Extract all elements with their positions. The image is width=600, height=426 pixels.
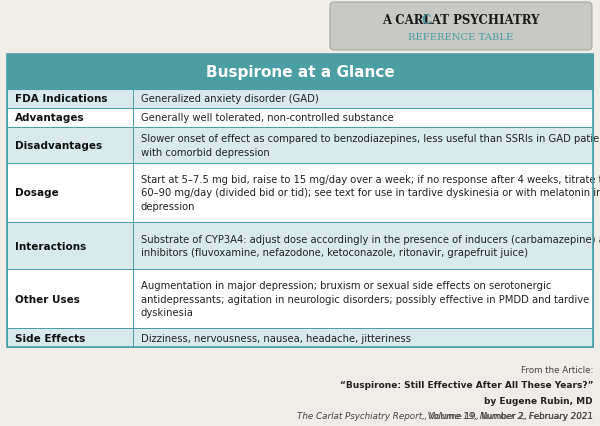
Text: antidepressants; agitation in neurologic disorders; possibly effective in PMDD a: antidepressants; agitation in neurologic… (141, 294, 589, 304)
Text: From the Article:: From the Article: (521, 365, 593, 374)
Text: Dosage: Dosage (15, 188, 59, 198)
Text: 60–90 mg/day (divided bid or tid); see text for use in tardive dyskinesia or wit: 60–90 mg/day (divided bid or tid); see t… (141, 188, 600, 198)
Bar (7, 109, 133, 128)
Bar (7, 164, 133, 222)
Bar (7, 270, 133, 328)
Text: with comorbid depression: with comorbid depression (141, 147, 270, 157)
Text: Slower onset of effect as compared to benzodiazepines, less useful than SSRIs in: Slower onset of effect as compared to be… (141, 134, 600, 144)
Text: by Eugene Rubin, MD: by Eugene Rubin, MD (484, 396, 593, 405)
Bar (133, 270, 593, 328)
Text: “Buspirone: Still Effective After All These Years?”: “Buspirone: Still Effective After All Th… (340, 380, 593, 390)
Text: Interactions: Interactions (15, 241, 86, 251)
Text: Side Effects: Side Effects (15, 333, 85, 343)
Text: Substrate of CYP3A4: adjust dose accordingly in the presence of inducers (carbam: Substrate of CYP3A4: adjust dose accordi… (141, 234, 600, 244)
Text: Start at 5–7.5 mg bid, raise to 15 mg/day over a week; if no response after 4 we: Start at 5–7.5 mg bid, raise to 15 mg/da… (141, 175, 600, 184)
Bar (133, 222, 593, 270)
Text: The Carlat Psychiatry Report, Volume 19, Number 2, February 2021: The Carlat Psychiatry Report, Volume 19,… (297, 412, 593, 420)
Bar (7, 90, 133, 109)
Text: Dizziness, nervousness, nausea, headache, jitteriness: Dizziness, nervousness, nausea, headache… (141, 333, 411, 343)
Text: Advantages: Advantages (15, 113, 85, 123)
Text: C: C (421, 14, 431, 27)
Bar (133, 109, 593, 128)
FancyBboxPatch shape (330, 3, 592, 51)
Bar (133, 328, 593, 347)
Text: REFERENCE TABLE: REFERENCE TABLE (409, 33, 514, 43)
Text: FDA Indications: FDA Indications (15, 94, 107, 104)
Bar (7, 328, 133, 347)
Text: A CARLAT PSYCHIATRY: A CARLAT PSYCHIATRY (382, 14, 540, 27)
Text: dyskinesia: dyskinesia (141, 308, 194, 317)
Text: Generalized anxiety disorder (GAD): Generalized anxiety disorder (GAD) (141, 94, 319, 104)
Bar (133, 164, 593, 222)
Text: , Volume 19, Number 2, February 2021: , Volume 19, Number 2, February 2021 (424, 412, 593, 420)
Text: Disadvantages: Disadvantages (15, 141, 102, 151)
Text: depression: depression (141, 201, 196, 211)
Text: Augmentation in major depression; bruxism or sexual side effects on serotonergic: Augmentation in major depression; bruxis… (141, 280, 551, 291)
Bar (7, 55, 593, 347)
Text: Other Uses: Other Uses (15, 294, 80, 304)
Text: Buspirone at a Glance: Buspirone at a Glance (206, 65, 394, 80)
Text: Generally well tolerated, non-controlled substance: Generally well tolerated, non-controlled… (141, 113, 394, 123)
Bar (7, 128, 133, 164)
Bar (133, 128, 593, 164)
Bar (7, 55, 593, 90)
Bar (133, 90, 593, 109)
Bar (7, 222, 133, 270)
Text: inhibitors (fluvoxamine, nefazodone, ketoconazole, ritonavir, grapefruit juice): inhibitors (fluvoxamine, nefazodone, ket… (141, 248, 528, 258)
